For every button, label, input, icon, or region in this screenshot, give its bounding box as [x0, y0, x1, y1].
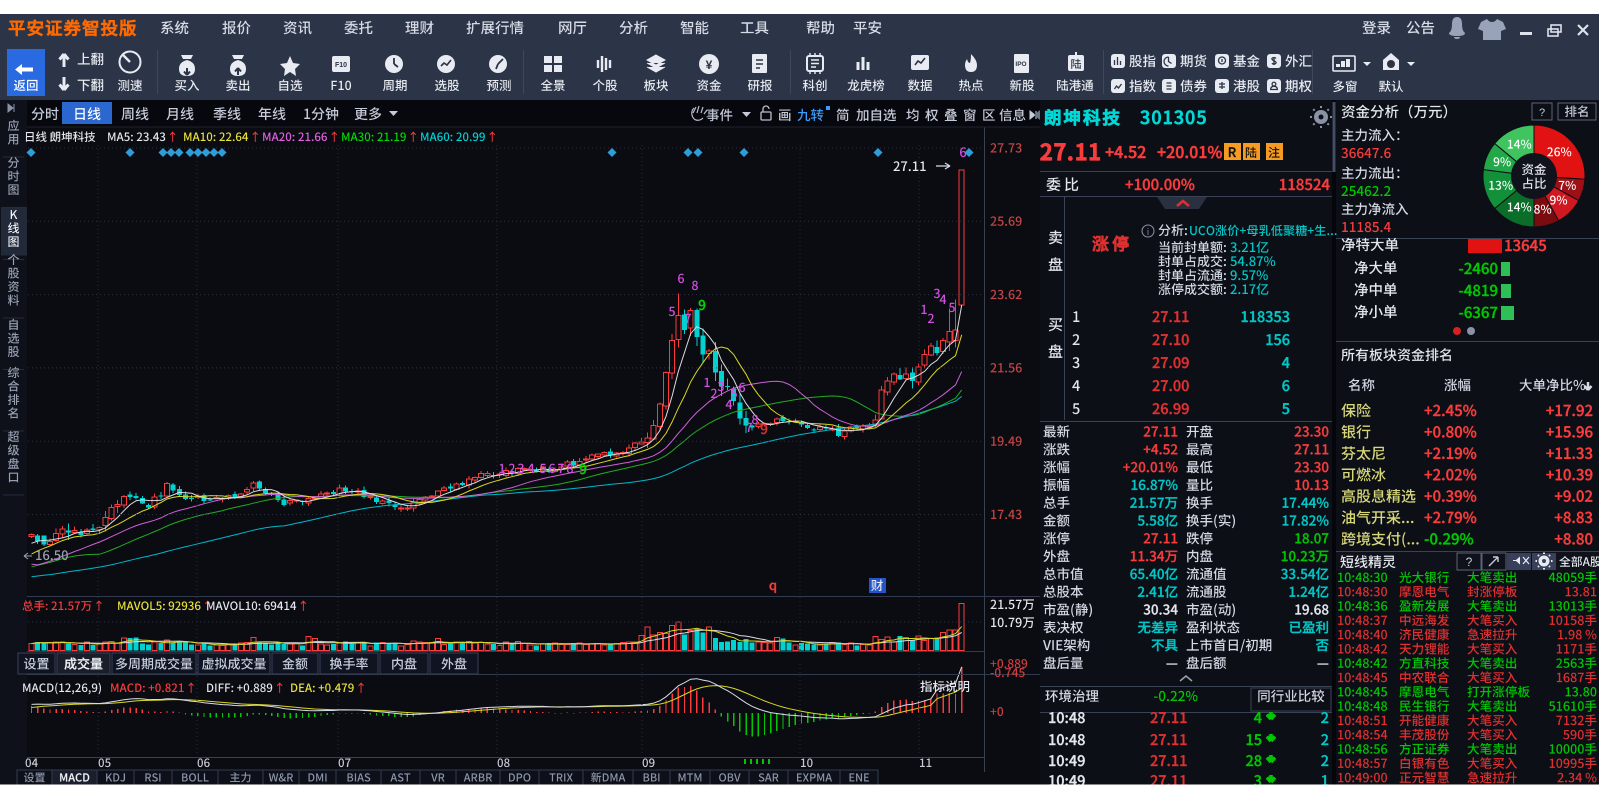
svg-text:¥: ¥ [706, 58, 713, 72]
svg-text:IPO: IPO [1015, 61, 1026, 68]
svg-text:?: ? [1466, 555, 1473, 569]
svg-text:i: i [1147, 227, 1150, 237]
svg-text:?: ? [1539, 107, 1545, 119]
svg-text:F10: F10 [335, 62, 347, 69]
